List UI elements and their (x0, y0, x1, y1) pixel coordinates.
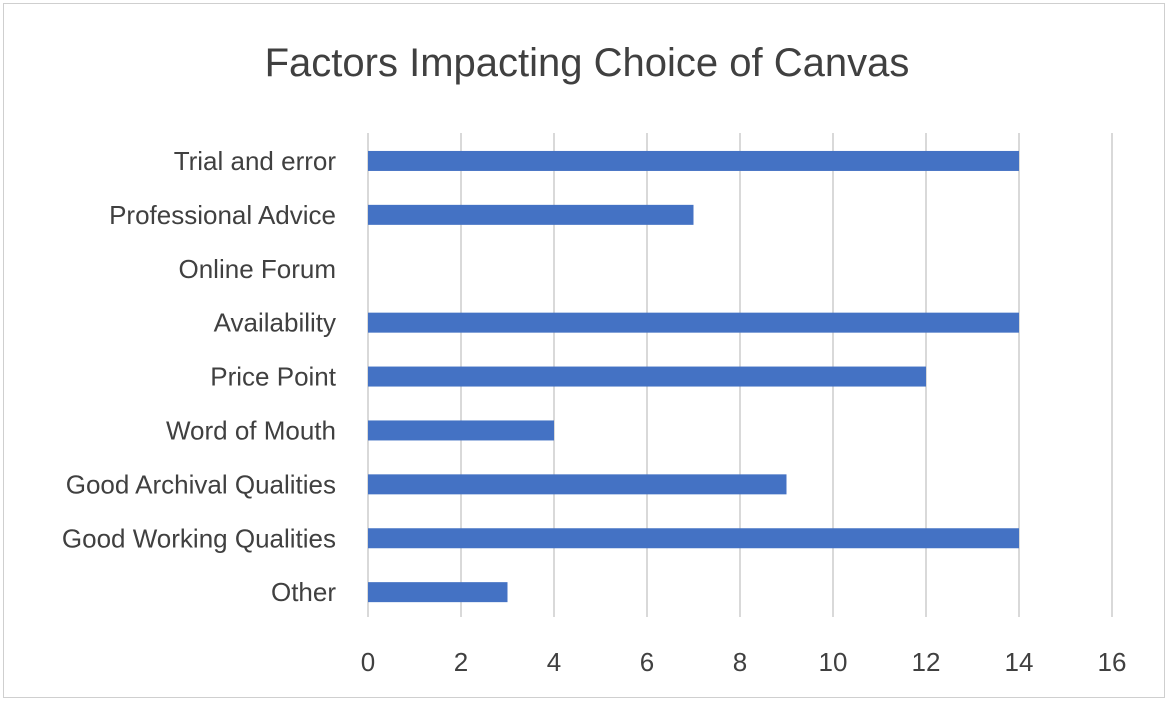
bar (368, 420, 554, 441)
category-label: Word of Mouth (166, 415, 336, 445)
x-tick-label: 16 (1098, 647, 1127, 677)
category-labels: Trial and error Professional Advice Online… (62, 146, 337, 607)
category-label: Good Archival Qualities (66, 469, 336, 499)
x-axis-tick-labels: 0 2 4 6 8 10 12 14 16 (361, 647, 1127, 677)
category-label: Other (271, 577, 336, 607)
bar (368, 312, 1019, 333)
x-tick-label: 0 (361, 647, 375, 677)
bar (368, 150, 1019, 171)
x-tick-label: 2 (454, 647, 468, 677)
bar (368, 474, 787, 495)
category-label: Professional Advice (109, 200, 336, 230)
x-tick-label: 4 (547, 647, 561, 677)
x-tick-label: 12 (912, 647, 941, 677)
category-label: Good Working Qualities (62, 523, 336, 553)
bar (368, 582, 508, 603)
x-tick-label: 10 (819, 647, 848, 677)
x-tick-label: 6 (640, 647, 654, 677)
chart-frame (3, 3, 1165, 698)
bar (368, 366, 926, 387)
category-label: Price Point (210, 362, 336, 392)
category-label: Online Forum (179, 254, 337, 284)
chart-title: Factors Impacting Choice of Canvas (265, 41, 910, 85)
bars (368, 150, 1019, 603)
category-label: Availability (214, 308, 336, 338)
x-tick-label: 8 (733, 647, 747, 677)
category-label: Trial and error (174, 146, 337, 176)
bar (368, 528, 1019, 549)
bar (368, 204, 694, 225)
x-tick-label: 14 (1005, 647, 1034, 677)
